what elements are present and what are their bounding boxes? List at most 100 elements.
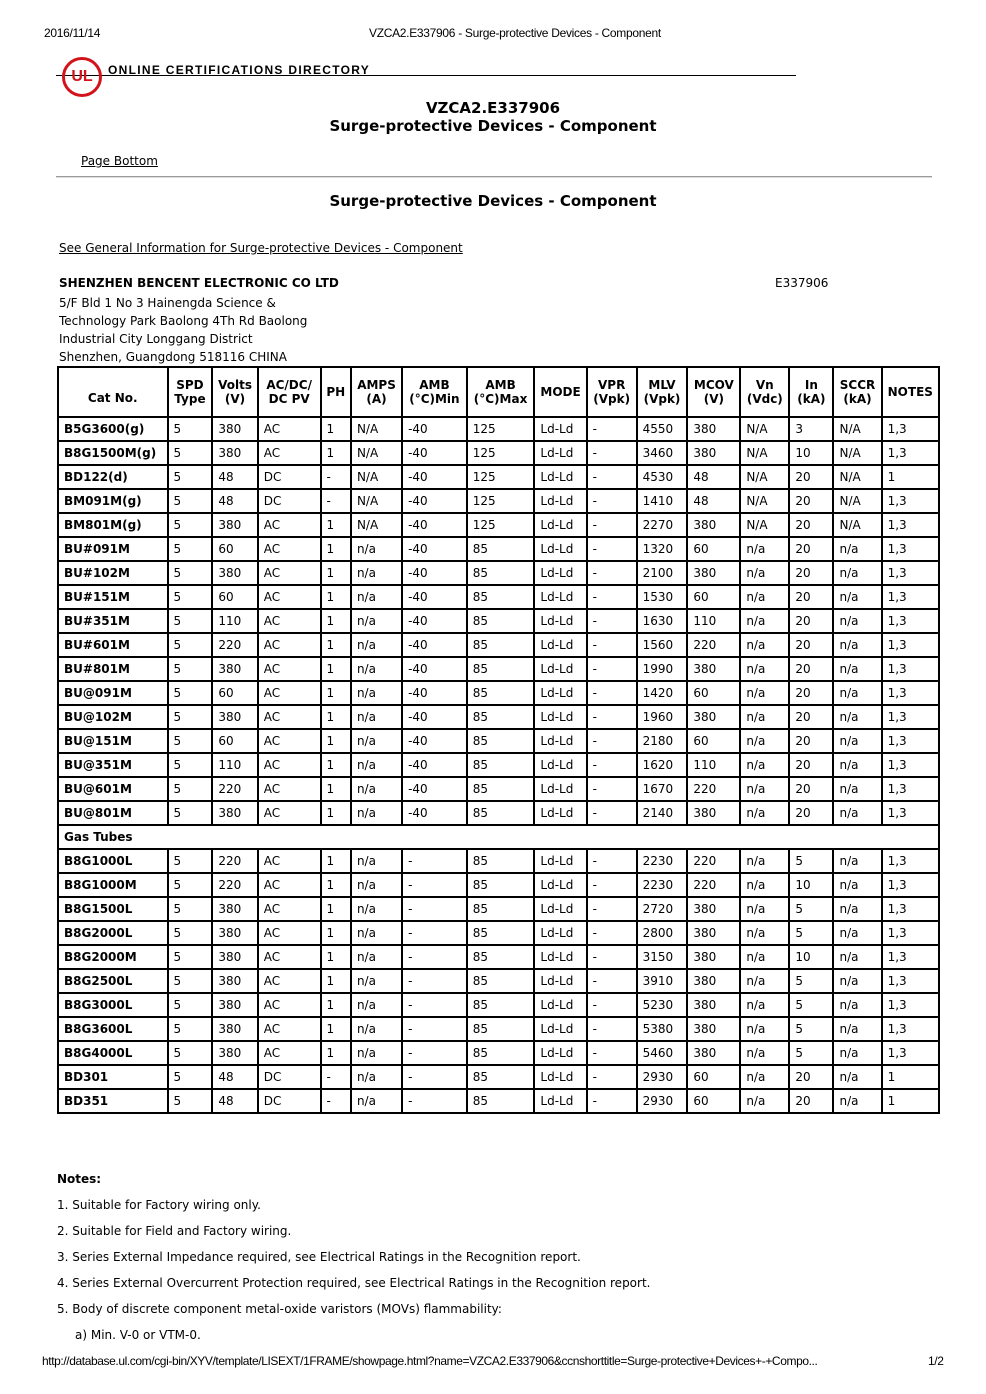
- table-cell: 1,3: [880, 416, 941, 442]
- table-cell: -: [401, 1016, 468, 1042]
- page-code: VZCA2.E337906: [425, 99, 561, 117]
- table-cell: 85: [465, 752, 536, 778]
- header-line: Volts: [218, 378, 252, 392]
- column-header: NOTES: [880, 366, 941, 418]
- table-cell: -40: [401, 536, 468, 562]
- table-cell: n/a: [739, 776, 791, 802]
- table-cell: 5: [166, 992, 214, 1018]
- table-cell: 20: [788, 632, 835, 658]
- table-cell: 1,3: [880, 776, 941, 802]
- table-cell: 5: [166, 968, 214, 994]
- table-cell: AC: [256, 704, 322, 730]
- table-cell: n/a: [739, 872, 791, 898]
- table-cell: n/a: [739, 752, 791, 778]
- table-cell: 1,3: [880, 944, 941, 970]
- table-cell: n/a: [349, 584, 404, 610]
- column-header: Cat No.: [57, 366, 169, 418]
- table-cell: n/a: [832, 896, 883, 922]
- table-cell: 1: [319, 704, 352, 730]
- header-line: DC PV: [268, 392, 310, 406]
- divider: [56, 75, 796, 76]
- table-cell: 4550: [635, 416, 689, 442]
- table-cell: AC: [256, 992, 322, 1018]
- table-cell: 1560: [635, 632, 689, 658]
- table-cell: -: [319, 1064, 352, 1090]
- table-cell: -: [585, 464, 638, 490]
- table-cell: n/a: [832, 728, 883, 754]
- table-cell: 125: [465, 464, 536, 490]
- table-cell: N/A: [832, 464, 883, 490]
- table-cell: 2100: [635, 560, 689, 586]
- table-cell: n/a: [739, 944, 791, 970]
- table-row: B8G3000L 5 380 AC 1 n/a -85 Ld-Ld -5230 380 n/a 5 n/…: [57, 992, 941, 1018]
- table-cell: -: [401, 872, 468, 898]
- table-cell: -: [585, 968, 638, 994]
- table-row: B8G1500M(g) 5 380 AC 1 N/A -40 125 Ld-Ld -3460 380…: [57, 440, 941, 466]
- table-cell: 380: [211, 560, 259, 586]
- table-cell: 5: [166, 536, 214, 562]
- table-cell: B8G1000M: [57, 872, 169, 898]
- table-cell: n/a: [832, 848, 883, 874]
- general-info-link[interactable]: See General Information for Surge-protec…: [59, 241, 463, 255]
- table-cell: -: [585, 560, 638, 586]
- table-row: B8G1500L 5 380 AC 1 n/a -85 Ld-Ld -2720 380 n/a 5 n/…: [57, 896, 941, 922]
- table-cell: -: [585, 440, 638, 466]
- table-cell: 1: [319, 440, 352, 466]
- table-cell: n/a: [349, 848, 404, 874]
- column-header: VPR (Vpk): [585, 366, 638, 418]
- table-cell: -40: [401, 512, 468, 538]
- table-cell: Ld-Ld: [533, 632, 588, 658]
- table-cell: N/A: [349, 512, 404, 538]
- table-cell: AC: [256, 920, 322, 946]
- table-cell: 4530: [635, 464, 689, 490]
- table-row: B8G2500L 5 380 AC 1 n/a -85 Ld-Ld -3910 380 n/a 5 n/…: [57, 968, 941, 994]
- table-cell: n/a: [349, 896, 404, 922]
- company-address: 5/F Bld 1 No 3 Hainengda Science & Techn…: [59, 294, 307, 366]
- table-cell: Ld-Ld: [533, 896, 588, 922]
- table-cell: 5: [166, 632, 214, 658]
- table-cell: AC: [256, 728, 322, 754]
- table-cell: -40: [401, 656, 468, 682]
- column-header: SPD Type: [166, 366, 214, 418]
- table-cell: n/a: [739, 680, 791, 706]
- table-cell: 85: [465, 1016, 536, 1042]
- table-cell: -: [585, 512, 638, 538]
- page-number: 1/2: [928, 1354, 944, 1368]
- table-cell: -: [401, 1088, 468, 1114]
- table-cell: Ld-Ld: [533, 416, 588, 442]
- table-cell: n/a: [739, 584, 791, 610]
- table-cell: n/a: [739, 968, 791, 994]
- table-cell: 85: [465, 1064, 536, 1090]
- table-cell: 5: [166, 1040, 214, 1066]
- table-cell: N/A: [832, 416, 883, 442]
- table-cell: 1320: [635, 536, 689, 562]
- table-cell: 20: [788, 1064, 835, 1090]
- table-cell: AC: [256, 848, 322, 874]
- table-cell: Ld-Ld: [533, 656, 588, 682]
- table-cell: 5: [788, 848, 835, 874]
- address-line: Shenzhen, Guangdong 518116 CHINA: [59, 350, 287, 364]
- table-cell: N/A: [739, 512, 791, 538]
- table-cell: 380: [686, 920, 742, 946]
- table-row: BU@801M 5 380 AC 1 n/a -40 85 Ld-Ld -2140 380 n/a 20…: [57, 800, 941, 826]
- table-cell: 1530: [635, 584, 689, 610]
- table-cell: -40: [401, 560, 468, 586]
- table-cell: 1,3: [880, 1040, 941, 1066]
- table-row: BU#601M 5 220 AC 1 n/a -40 85 Ld-Ld -1560 220 n/a 20…: [57, 632, 941, 658]
- table-cell: B8G3600L: [57, 1016, 169, 1042]
- table-cell: -: [585, 728, 638, 754]
- table-cell: BU#151M: [57, 584, 169, 610]
- table-cell: n/a: [349, 1016, 404, 1042]
- table-cell: 10: [788, 872, 835, 898]
- table-cell: AC: [256, 1016, 322, 1042]
- table-row: B8G1000M 5 220 AC 1 n/a -85 Ld-Ld -2230 220 n/a 10 n…: [57, 872, 941, 898]
- table-cell: 1: [319, 416, 352, 442]
- table-cell: -: [319, 1088, 352, 1114]
- table-cell: BD351: [57, 1088, 169, 1114]
- page-bottom-link[interactable]: Page Bottom: [81, 154, 158, 168]
- table-cell: N/A: [739, 464, 791, 490]
- table-cell: -40: [401, 752, 468, 778]
- table-cell: 5230: [635, 992, 689, 1018]
- header-line: (Vdc): [746, 392, 783, 406]
- table-cell: 5: [166, 896, 214, 922]
